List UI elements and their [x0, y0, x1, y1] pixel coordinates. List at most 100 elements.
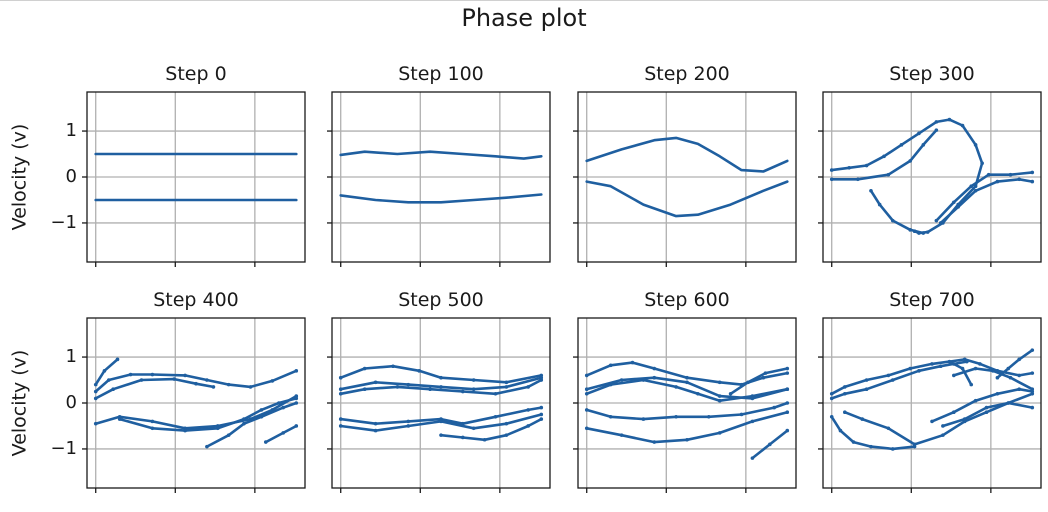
data-point — [763, 371, 768, 375]
data-point — [493, 392, 498, 396]
data-point — [984, 410, 989, 414]
panel-step-200: Step 200 — [573, 63, 797, 267]
data-point — [281, 431, 286, 435]
data-point — [973, 366, 978, 371]
data-point — [150, 372, 155, 377]
data-point — [882, 154, 886, 159]
data-point — [921, 143, 926, 147]
data-point — [917, 131, 921, 136]
data-point — [150, 419, 155, 424]
data-point — [995, 392, 1000, 396]
data-point — [785, 428, 790, 433]
data-point — [362, 387, 367, 392]
data-point — [1006, 401, 1011, 405]
data-point — [1017, 373, 1021, 378]
data-point — [226, 433, 231, 437]
panel-step-300: Step 300 — [818, 63, 1042, 267]
data-curve — [869, 189, 925, 235]
data-point — [864, 387, 869, 392]
data-point — [674, 414, 678, 419]
data-point — [183, 373, 187, 378]
data-point — [860, 417, 865, 421]
data-point — [584, 408, 589, 412]
y-tick-label: −1 — [50, 212, 77, 233]
y-tick-label: −1 — [50, 438, 77, 459]
data-point — [847, 166, 851, 170]
data-point — [886, 172, 891, 177]
data-curve — [94, 377, 215, 400]
figure-title: Phase plot — [461, 4, 587, 32]
data-point — [952, 200, 956, 205]
panel-title: Step 300 — [889, 63, 975, 85]
y-axis-label: Velocity (v) — [9, 124, 31, 231]
data-point — [717, 398, 722, 403]
panel-title: Step 700 — [889, 289, 975, 311]
data-point — [652, 366, 657, 371]
data-point — [211, 385, 216, 389]
data-point — [829, 396, 834, 401]
y-tick-label: 1 — [66, 346, 77, 367]
data-point — [395, 385, 400, 389]
data-point — [1030, 405, 1035, 410]
data-curve — [585, 136, 789, 173]
panel-title: Step 200 — [644, 63, 730, 85]
data-point — [1030, 387, 1035, 392]
data-point — [978, 362, 982, 366]
data-point — [539, 412, 544, 417]
y-tick-label: 1 — [66, 120, 77, 141]
data-point — [1030, 371, 1035, 375]
data-point — [93, 382, 98, 387]
data-point — [908, 366, 912, 371]
data-point — [785, 371, 790, 375]
data-point — [995, 375, 1000, 380]
data-point — [952, 362, 956, 366]
data-point — [1030, 170, 1035, 175]
data-point — [717, 394, 722, 398]
data-point — [843, 410, 847, 414]
data-curve — [339, 193, 543, 204]
data-point — [338, 424, 343, 428]
data-point — [504, 421, 509, 426]
data-point — [1017, 387, 1021, 392]
panel-title: Step 100 — [398, 63, 484, 85]
data-point — [539, 375, 544, 380]
data-point — [962, 357, 967, 362]
data-curve — [930, 387, 1034, 423]
data-point — [1008, 172, 1013, 177]
data-point — [768, 442, 772, 447]
data-point — [471, 387, 476, 392]
data-point — [696, 392, 700, 396]
data-point — [294, 396, 299, 401]
data-point — [934, 218, 939, 223]
data-point — [584, 426, 589, 431]
data-point — [947, 359, 952, 364]
data-point — [938, 364, 943, 369]
data-point — [947, 117, 952, 122]
data-curve — [94, 369, 298, 393]
data-curve — [585, 180, 789, 218]
data-point — [608, 414, 613, 419]
data-point — [973, 143, 978, 147]
data-point — [338, 387, 343, 392]
data-point — [226, 382, 231, 387]
panel-title: Step 600 — [644, 289, 730, 311]
data-curve — [830, 360, 969, 400]
data-point — [1030, 179, 1035, 184]
data-point — [471, 378, 476, 382]
data-point — [406, 419, 411, 424]
data-point — [930, 362, 934, 366]
data-point — [493, 414, 498, 419]
data-point — [890, 218, 895, 223]
data-point — [338, 392, 343, 396]
data-point — [761, 375, 766, 380]
data-curve — [439, 417, 543, 442]
data-point — [1006, 366, 1011, 371]
data-point — [739, 412, 744, 417]
data-point — [539, 405, 544, 410]
data-point — [829, 177, 834, 182]
data-curve — [939, 178, 1034, 225]
data-point — [1017, 177, 1021, 182]
data-point — [294, 401, 299, 405]
data-point — [139, 378, 144, 382]
data-point — [652, 375, 657, 380]
